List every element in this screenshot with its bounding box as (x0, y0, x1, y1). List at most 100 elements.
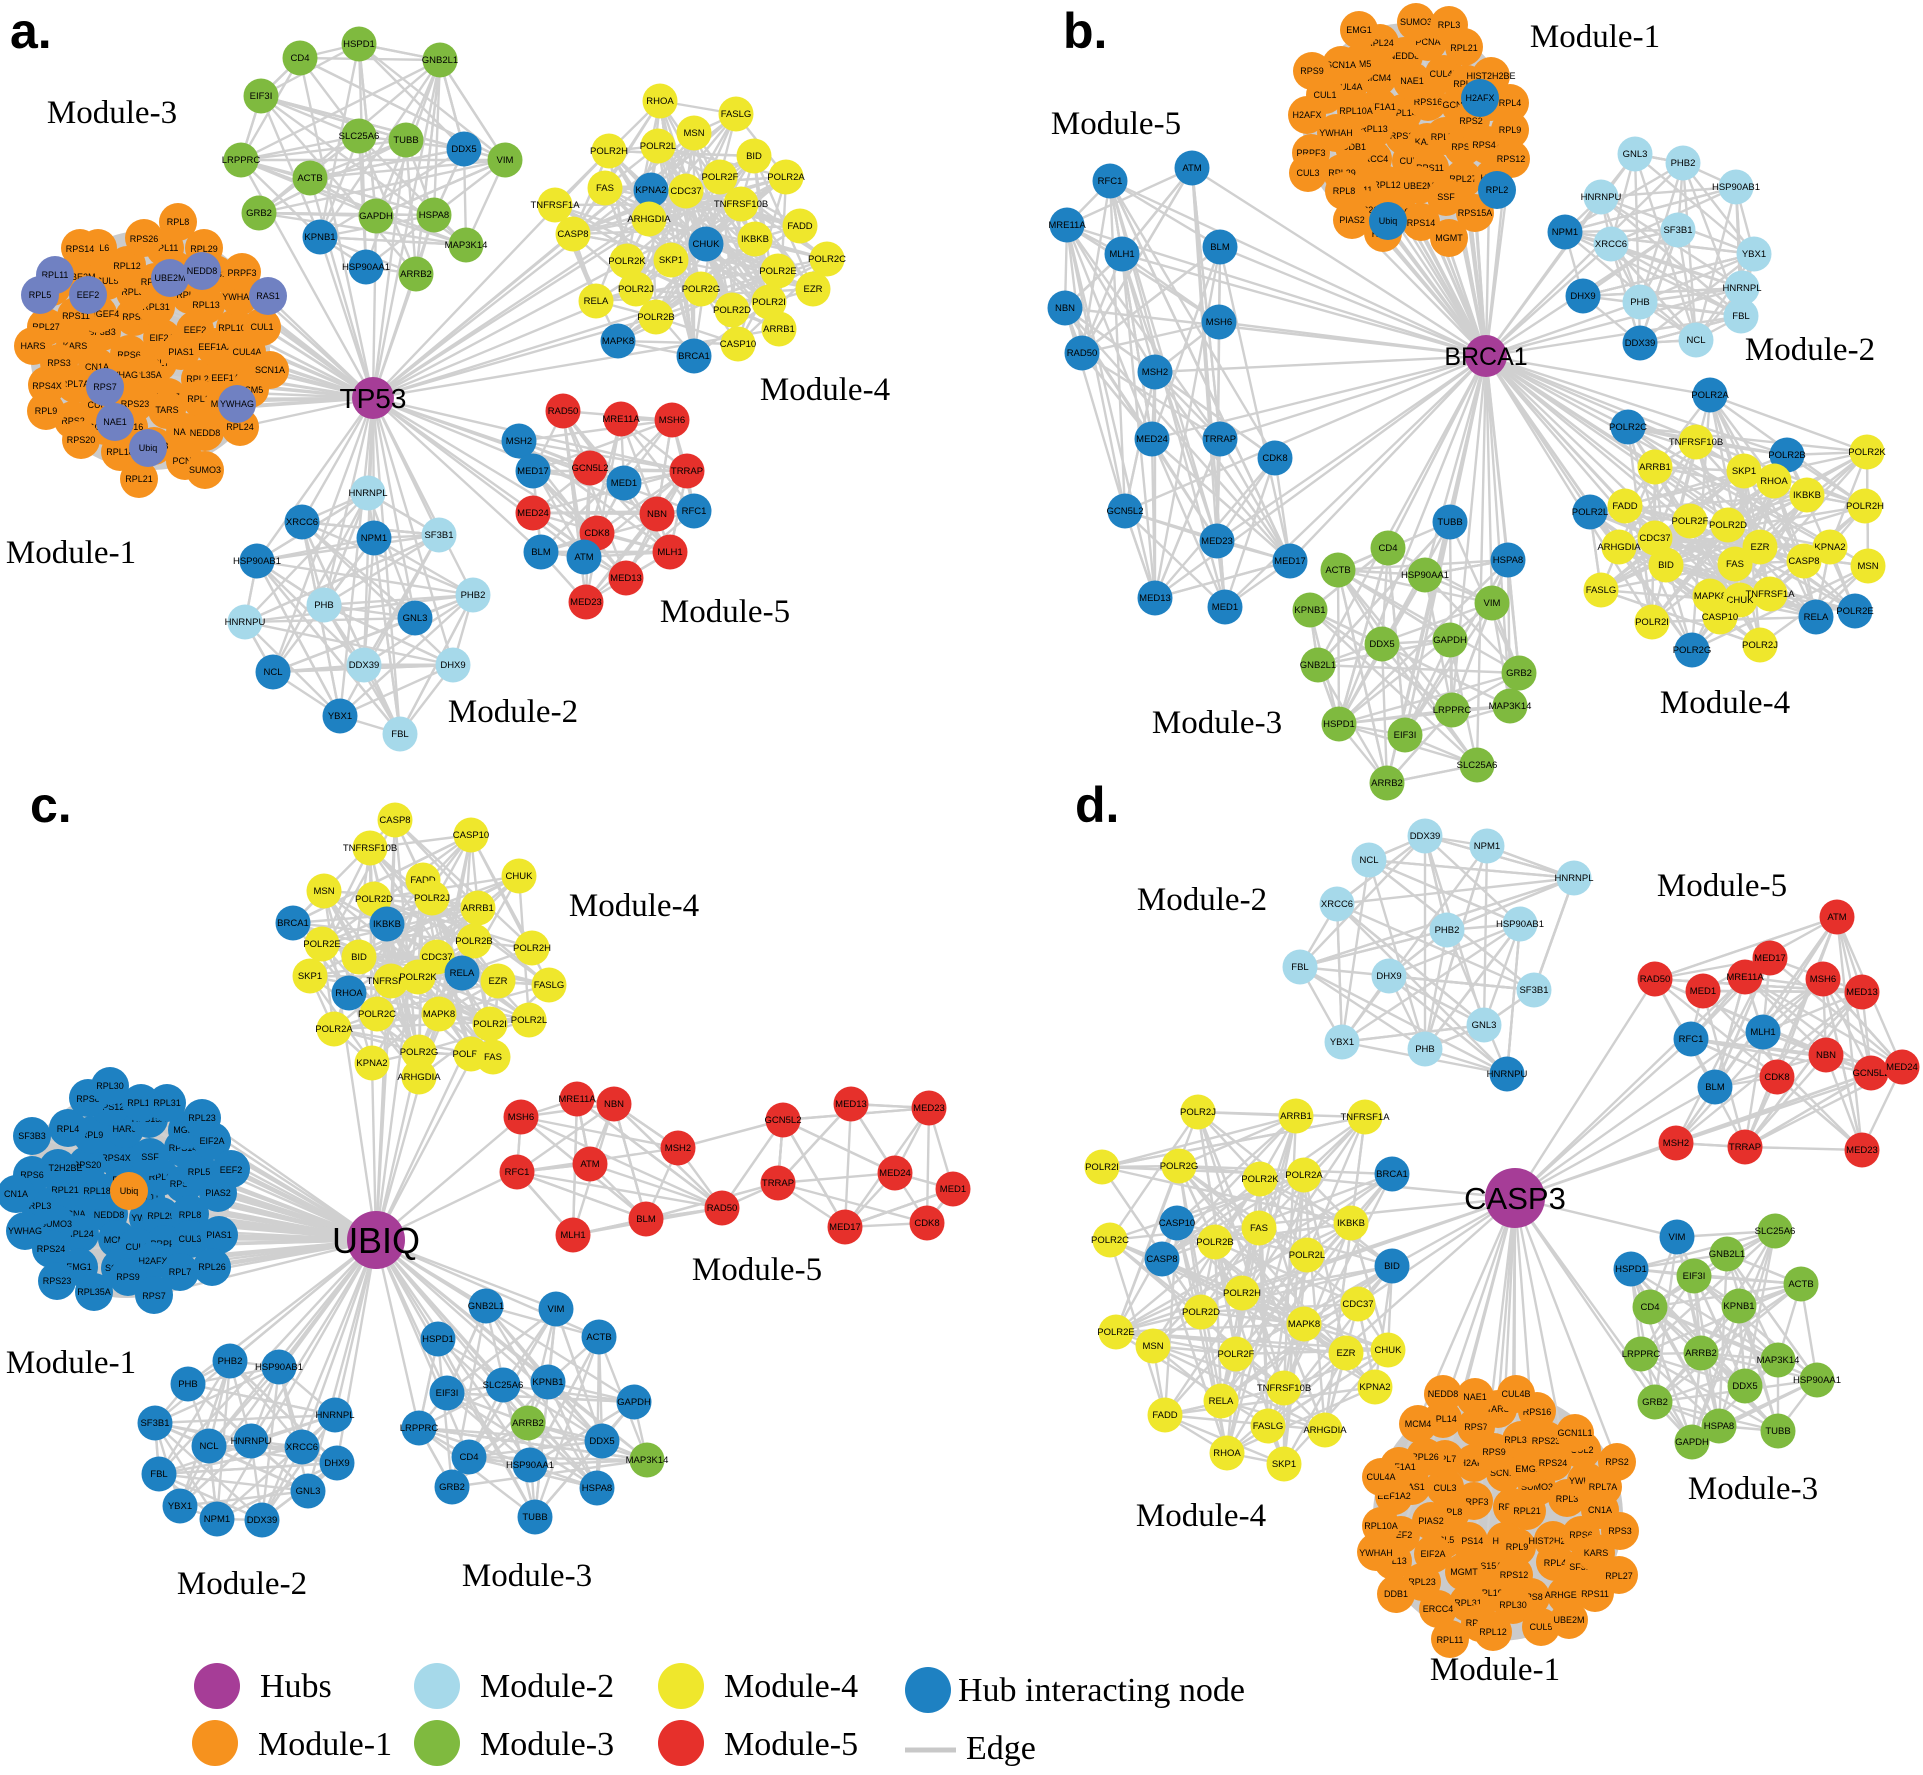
svg-text:RPL27: RPL27 (1449, 174, 1477, 184)
svg-text:Module-3: Module-3 (47, 95, 177, 131)
svg-text:POLR2B: POLR2B (1768, 450, 1806, 461)
svg-text:POLR2L: POLR2L (1572, 507, 1608, 518)
svg-text:PHB: PHB (1415, 1044, 1435, 1055)
svg-text:Module-1: Module-1 (258, 1726, 392, 1763)
svg-text:DDX5: DDX5 (1732, 1381, 1757, 1392)
svg-text:CDK8: CDK8 (584, 528, 609, 539)
svg-text:TNFRSF10B: TNFRSF10B (1669, 437, 1723, 448)
svg-text:RPL6: RPL6 (149, 1172, 172, 1182)
svg-text:PHB2: PHB2 (1435, 925, 1460, 936)
svg-text:EEF2: EEF2 (77, 290, 100, 300)
svg-text:Module-1: Module-1 (1530, 19, 1660, 55)
svg-text:MAP3K14: MAP3K14 (1489, 701, 1532, 712)
svg-text:DDB1: DDB1 (1342, 142, 1366, 152)
svg-text:BID: BID (746, 151, 762, 162)
svg-text:MED24: MED24 (1136, 434, 1168, 445)
svg-text:CDK8: CDK8 (1262, 453, 1287, 464)
svg-text:CASP8: CASP8 (557, 229, 588, 240)
svg-text:RFC1: RFC1 (505, 1167, 530, 1178)
svg-text:CUL5: CUL5 (95, 276, 118, 286)
svg-text:Ubiq: Ubiq (1379, 216, 1398, 226)
svg-text:RPL12: RPL12 (1373, 180, 1401, 190)
svg-text:PCNA: PCNA (60, 1209, 85, 1219)
svg-text:RPS3: RPS3 (1608, 1526, 1632, 1536)
svg-text:Module-1: Module-1 (6, 535, 136, 571)
svg-text:HIST2H2BE: HIST2H2BE (33, 1163, 82, 1173)
svg-text:HSPD1: HSPD1 (1615, 1264, 1647, 1275)
svg-text:ARHGEF4: ARHGEF4 (77, 309, 120, 319)
svg-text:POLR2G: POLR2G (682, 284, 721, 295)
svg-text:YBX1: YBX1 (1330, 1037, 1354, 1048)
svg-text:Module-3: Module-3 (462, 1558, 592, 1594)
svg-text:POLR2C: POLR2C (808, 254, 846, 265)
svg-text:RPL8: RPL8 (179, 1210, 202, 1220)
svg-text:IKBKB: IKBKB (741, 234, 769, 245)
svg-text:GCN5L2: GCN5L2 (1853, 1068, 1890, 1079)
svg-text:POLR2A: POLR2A (767, 172, 805, 183)
svg-text:FAS: FAS (1250, 1223, 1268, 1234)
svg-text:Module-4: Module-4 (1660, 685, 1790, 721)
svg-text:HNRNPL: HNRNPL (1722, 283, 1761, 294)
svg-text:FADD: FADD (1612, 501, 1637, 512)
svg-text:RPL8: RPL8 (1333, 186, 1356, 196)
svg-text:POLR2G: POLR2G (1673, 645, 1712, 656)
svg-text:LRPPRC: LRPPRC (1433, 705, 1472, 716)
svg-text:MED23: MED23 (1201, 536, 1233, 547)
svg-text:IKBKB: IKBKB (1793, 490, 1821, 501)
svg-text:BLM: BLM (531, 547, 551, 558)
svg-text:GCN5L2: GCN5L2 (572, 463, 609, 474)
svg-text:RELA: RELA (1804, 612, 1829, 623)
svg-text:CHUK: CHUK (1727, 595, 1755, 606)
svg-text:MSH6: MSH6 (1206, 317, 1232, 328)
svg-text:GRB2: GRB2 (246, 208, 272, 219)
svg-text:MED17: MED17 (829, 1222, 861, 1233)
svg-text:H2AFX: H2AFX (1292, 110, 1321, 120)
svg-text:CASP10: CASP10 (720, 339, 756, 350)
svg-text:POLR2L: POLR2L (511, 1015, 547, 1026)
svg-text:RPL35A: RPL35A (1504, 1435, 1538, 1445)
svg-text:RAD50: RAD50 (1640, 974, 1671, 985)
svg-text:NBN: NBN (1055, 303, 1075, 314)
svg-text:MED1: MED1 (1690, 986, 1716, 997)
svg-text:TRRAP: TRRAP (671, 466, 703, 477)
svg-text:Module-5: Module-5 (660, 594, 790, 630)
svg-text:Ubiq: Ubiq (139, 443, 158, 453)
svg-text:CHUK: CHUK (693, 239, 721, 250)
svg-text:HSP90AA1: HSP90AA1 (1793, 1375, 1841, 1386)
svg-text:H2AFX: H2AFX (138, 1256, 167, 1266)
svg-text:NBN: NBN (1816, 1050, 1836, 1061)
svg-text:NAE1: NAE1 (1463, 1392, 1487, 1402)
svg-text:RPL13: RPL13 (1360, 124, 1388, 134)
svg-text:ARRB2: ARRB2 (1685, 1348, 1717, 1359)
svg-text:TRRAP: TRRAP (1204, 434, 1236, 445)
svg-text:HARS: HARS (20, 341, 45, 351)
svg-text:RPS23: RPS23 (1532, 1436, 1561, 1446)
svg-text:EMG1: EMG1 (1515, 1464, 1541, 1474)
svg-text:SKP1: SKP1 (1272, 1459, 1296, 1470)
svg-text:POLR2B: POLR2B (1196, 1237, 1234, 1248)
svg-text:GNL3: GNL3 (403, 613, 428, 624)
svg-text:EIF3I: EIF3I (1394, 730, 1417, 741)
svg-text:MSN: MSN (1857, 561, 1878, 572)
svg-text:POLR2G: POLR2G (1160, 1161, 1199, 1172)
svg-text:RPL35A: RPL35A (77, 1287, 111, 1297)
svg-text:YBX1: YBX1 (1742, 249, 1766, 260)
svg-text:ACTB: ACTB (297, 173, 322, 184)
svg-text:HNRNPU: HNRNPU (1487, 1069, 1528, 1080)
svg-text:NEDD8: NEDD8 (1389, 51, 1420, 61)
svg-text:ARRB2: ARRB2 (400, 269, 432, 280)
svg-text:RPS8: RPS8 (76, 1094, 100, 1104)
svg-text:HNRNPL: HNRNPL (348, 488, 387, 499)
svg-text:POLR2F: POLR2F (453, 1049, 490, 1060)
svg-text:HSP90AA1: HSP90AA1 (342, 262, 390, 273)
svg-text:YWHAH: YWHAH (1359, 1548, 1393, 1558)
svg-text:CDC37: CDC37 (1342, 1299, 1373, 1310)
svg-text:DDX39: DDX39 (247, 1515, 278, 1526)
svg-text:RELA: RELA (450, 968, 475, 979)
svg-text:IKBKB: IKBKB (373, 919, 401, 930)
svg-text:TARS: TARS (1486, 1404, 1509, 1414)
svg-text:HNRNPU: HNRNPU (231, 1436, 272, 1447)
svg-text:POLR2B: POLR2B (455, 936, 493, 947)
svg-text:MGMT: MGMT (173, 1125, 201, 1135)
svg-text:RPL31: RPL31 (153, 1098, 181, 1108)
